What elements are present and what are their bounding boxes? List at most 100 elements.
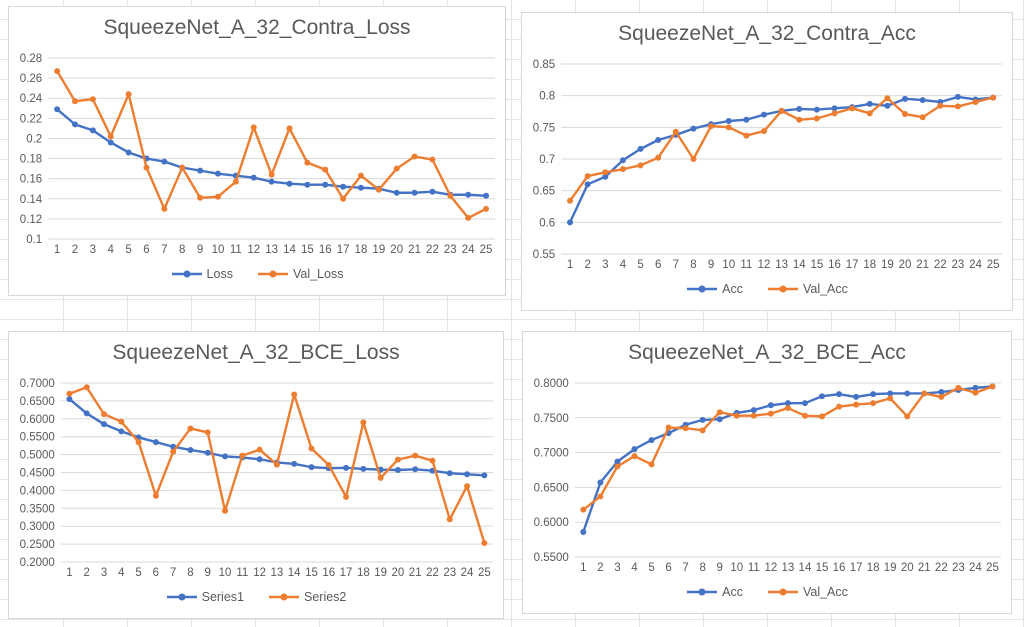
legend-item-acc[interactable]: Acc	[686, 585, 743, 599]
series-marker	[831, 105, 838, 112]
series-marker	[101, 421, 108, 428]
series-marker	[716, 409, 723, 416]
series-marker	[360, 465, 367, 472]
x-tick-label: 12	[247, 244, 260, 256]
chart-legend[interactable]: Series1 Series2	[9, 582, 503, 618]
x-tick-label: 19	[884, 562, 897, 574]
series-marker	[866, 110, 873, 117]
x-tick-label: 9	[717, 562, 723, 574]
series-marker	[919, 114, 926, 121]
x-tick-label: 2	[72, 244, 78, 256]
series-marker	[250, 174, 257, 181]
chart-contra-acc[interactable]: SqueezeNet_A_32_Contra_Acc 0.85 0.8 0.75 0.…	[521, 12, 1013, 311]
series-marker	[286, 180, 293, 187]
x-tick-label: 21	[408, 244, 421, 256]
series-marker	[360, 419, 367, 426]
series-marker	[750, 412, 757, 419]
x-tick-label: 15	[810, 259, 823, 271]
series-marker	[66, 396, 73, 403]
x-tick-label: 7	[673, 259, 679, 271]
x-tick-label: 22	[426, 244, 439, 256]
series-marker	[304, 159, 311, 166]
x-tick-label: 23	[952, 562, 965, 574]
series-marker	[767, 410, 774, 417]
y-tick-label: 0.1	[26, 234, 42, 246]
chart-plot-area: 0.7000 0.6500 0.6000 0.5500 0.5000 0.4500 0.40…	[20, 378, 493, 579]
series-marker	[250, 124, 257, 131]
legend-item-series2[interactable]: Series2	[268, 590, 346, 604]
x-tick-label: 24	[461, 567, 474, 579]
y-tick-label: 0.3000	[20, 521, 55, 533]
y-tick-label: 0.16	[20, 174, 42, 186]
legend-item-val_acc[interactable]: Val_Acc	[767, 282, 848, 296]
chart-legend[interactable]: Acc Val_Acc	[522, 274, 1012, 310]
series-marker	[357, 184, 364, 191]
chart-plot-area: 0.280.260.240.220.20.180.160.140.120.11 2…	[20, 53, 495, 256]
legend-label: Val_Acc	[802, 282, 848, 296]
chart-legend[interactable]: Acc Val_Acc	[523, 577, 1011, 613]
y-tick-label: 0.12	[20, 214, 42, 226]
series-marker	[197, 167, 204, 174]
chart-contra-loss[interactable]: SqueezeNet_A_32_Contra_Loss 0.28 0.26 0.24…	[8, 6, 506, 296]
x-tick-label: 16	[828, 259, 841, 271]
series-marker	[614, 463, 621, 470]
legend-item-series1[interactable]: Series1	[166, 590, 244, 604]
series-marker	[340, 183, 347, 190]
series-marker	[394, 456, 401, 463]
series-marker	[393, 189, 400, 196]
series-marker	[187, 425, 194, 432]
x-tick-label: 13	[271, 567, 284, 579]
series-marker	[411, 153, 418, 160]
series-marker	[743, 116, 750, 123]
x-tick-label: 18	[357, 567, 370, 579]
series-marker	[464, 483, 471, 490]
series-marker	[567, 219, 574, 226]
legend-item-val_acc[interactable]: Val_Acc	[767, 585, 848, 599]
series-marker	[465, 191, 472, 198]
series-marker	[187, 446, 194, 453]
x-tick-label: 25	[480, 244, 493, 256]
series-marker	[273, 461, 280, 468]
series-marker	[637, 145, 644, 152]
series-marker	[580, 528, 587, 535]
y-tick-label: 0.5500	[534, 552, 569, 564]
chart-legend[interactable]: Loss Val_Loss	[9, 259, 505, 295]
x-tick-label: 18	[355, 244, 368, 256]
chart-bce-acc[interactable]: SqueezeNet_A_32_BCE_Acc 0.8000 0.7500 0.70…	[522, 331, 1012, 614]
series-marker	[938, 393, 945, 400]
series-marker	[733, 412, 740, 419]
legend-item-acc[interactable]: Acc	[686, 282, 743, 296]
x-tick-label: 18	[867, 562, 880, 574]
x-tick-label: 24	[462, 244, 475, 256]
series-marker	[429, 156, 436, 163]
series-marker	[101, 411, 108, 418]
series-marker	[954, 103, 961, 110]
series-marker	[83, 410, 90, 417]
y-tick-label: 0.24	[20, 93, 43, 105]
chart-bce-loss[interactable]: SqueezeNet_A_32_BCE_Loss 0.7000 0.6500 0.6…	[8, 331, 504, 619]
series-marker	[483, 205, 490, 212]
x-tick-label: 2	[584, 259, 590, 271]
legend-label: Loss	[206, 267, 233, 281]
x-tick-label: 14	[288, 567, 301, 579]
series-marker	[135, 439, 142, 446]
y-tick-label: 0.14	[20, 194, 43, 206]
series-marker	[750, 407, 757, 414]
series-marker	[938, 389, 945, 396]
legend-item-val_loss[interactable]: Val_Loss	[257, 267, 343, 281]
series-marker	[708, 123, 715, 130]
y-tick-label: 0.2000	[20, 557, 55, 569]
legend-dot	[178, 593, 186, 601]
series-marker	[72, 121, 79, 128]
chart-plot-area: 0.850.80.750.70.650.60.551 2 3 4 5 6 7 8 9 10 11 12…	[533, 59, 1002, 271]
series-marker	[870, 391, 877, 398]
series-line-acc	[568, 95, 995, 224]
x-tick-label: 6	[143, 244, 149, 256]
series-marker	[919, 97, 926, 104]
x-tick-label: 15	[301, 244, 314, 256]
series-marker	[813, 106, 820, 113]
series-marker	[446, 470, 453, 477]
x-tick-label: 17	[846, 259, 859, 271]
legend-item-loss[interactable]: Loss	[171, 267, 233, 281]
series-marker	[322, 166, 329, 173]
